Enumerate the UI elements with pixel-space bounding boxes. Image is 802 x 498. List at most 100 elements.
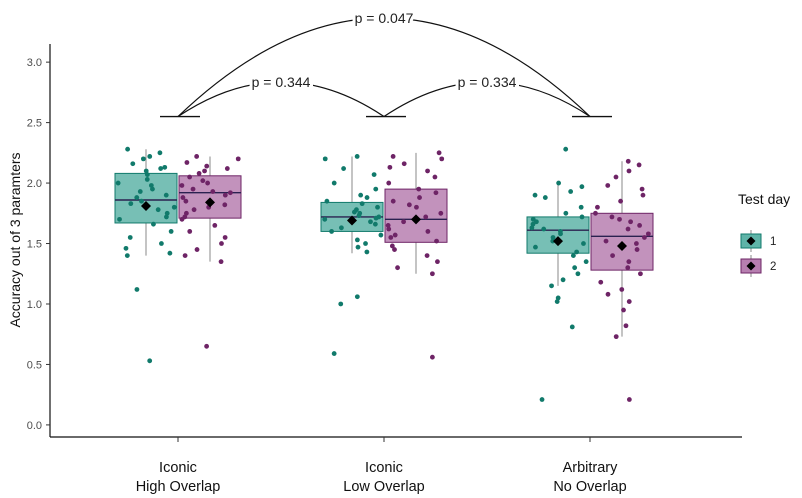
data-point (147, 358, 153, 364)
data-point (354, 294, 360, 300)
data-point (324, 198, 330, 204)
data-point (127, 235, 133, 240)
data-point (163, 192, 169, 198)
y-tick-label: 0.5 (27, 359, 42, 371)
data-point (125, 146, 131, 152)
data-point (575, 271, 581, 277)
data-point (355, 244, 361, 250)
x-category-label-line1: Iconic (365, 460, 403, 476)
data-point (395, 265, 400, 271)
data-point (390, 154, 396, 159)
x-category-label-line2: Low Overlap (343, 479, 424, 495)
data-point (623, 323, 629, 329)
legend-label: 2 (770, 261, 776, 273)
data-point (150, 186, 155, 192)
data-point (633, 241, 639, 246)
legend-key-mean (746, 236, 756, 246)
data-point (139, 198, 144, 204)
data-point (389, 243, 395, 249)
data-point (560, 277, 566, 283)
data-point (637, 222, 642, 228)
data-point (224, 166, 230, 171)
data-point (569, 324, 575, 330)
x-category-label-line1: Arbitrary (563, 460, 619, 476)
data-point (157, 150, 163, 156)
data-point (579, 184, 585, 190)
data-point (605, 291, 611, 297)
data-point (356, 213, 362, 219)
data-point (322, 156, 328, 162)
data-point (159, 241, 164, 246)
data-point (148, 183, 154, 188)
x-category-label-line1: Iconic (159, 460, 197, 476)
significance-label: p = 0.334 (458, 74, 517, 90)
data-point (167, 250, 173, 256)
y-axis-title: Accuracy out of 3 paramters (7, 152, 23, 327)
data-point (645, 231, 651, 237)
data-point (235, 156, 241, 162)
data-point (378, 232, 384, 238)
data-point (194, 247, 200, 252)
data-point (617, 216, 622, 222)
data-point (375, 204, 380, 210)
data-point (401, 161, 407, 167)
data-point (634, 247, 640, 252)
mean-marker (205, 197, 215, 208)
data-point (179, 183, 185, 188)
y-tick-label: 1.5 (27, 239, 42, 251)
data-point (204, 343, 210, 349)
data-point (570, 253, 576, 259)
data-point (144, 172, 150, 177)
legend-title: Test day (738, 191, 790, 207)
data-point (583, 259, 589, 265)
data-point (373, 215, 379, 221)
data-point (423, 214, 429, 220)
data-point (180, 195, 186, 200)
data-point (593, 210, 598, 216)
data-point (533, 219, 539, 225)
data-point (183, 198, 189, 204)
data-point (598, 279, 604, 285)
data-point (425, 168, 430, 174)
data-point (134, 195, 140, 200)
data-point (558, 231, 563, 237)
data-point (436, 150, 442, 156)
data-point (218, 259, 224, 265)
data-point (354, 237, 360, 243)
data-point (574, 249, 580, 255)
data-point (187, 229, 193, 234)
data-point (613, 174, 619, 180)
data-point (352, 209, 357, 215)
y-tick-label: 3.0 (27, 57, 42, 69)
data-point (219, 241, 224, 246)
data-point (626, 397, 632, 402)
data-point (196, 170, 202, 176)
data-point (416, 186, 422, 192)
data-point (354, 154, 360, 159)
data-point (605, 183, 611, 188)
y-tick-label: 0.0 (27, 420, 42, 432)
data-point (626, 299, 632, 304)
data-point (626, 259, 632, 265)
data-point (429, 271, 435, 277)
data-point (533, 244, 538, 250)
data-point (435, 259, 440, 265)
data-point (610, 253, 615, 259)
data-point (202, 168, 207, 174)
data-point (194, 154, 200, 159)
data-point (200, 178, 206, 184)
data-point (581, 241, 586, 246)
data-point (372, 221, 378, 227)
data-point (640, 192, 646, 198)
data-point (341, 166, 346, 171)
data-point (563, 146, 569, 152)
y-tick-label: 2.0 (27, 178, 42, 190)
data-point (619, 287, 625, 292)
y-tick-label: 1.0 (27, 299, 42, 311)
significance-label: p = 0.344 (252, 74, 311, 90)
data-point (190, 186, 196, 192)
data-point (414, 204, 419, 210)
data-point (554, 299, 560, 304)
significance-label: p = 0.047 (355, 10, 414, 26)
